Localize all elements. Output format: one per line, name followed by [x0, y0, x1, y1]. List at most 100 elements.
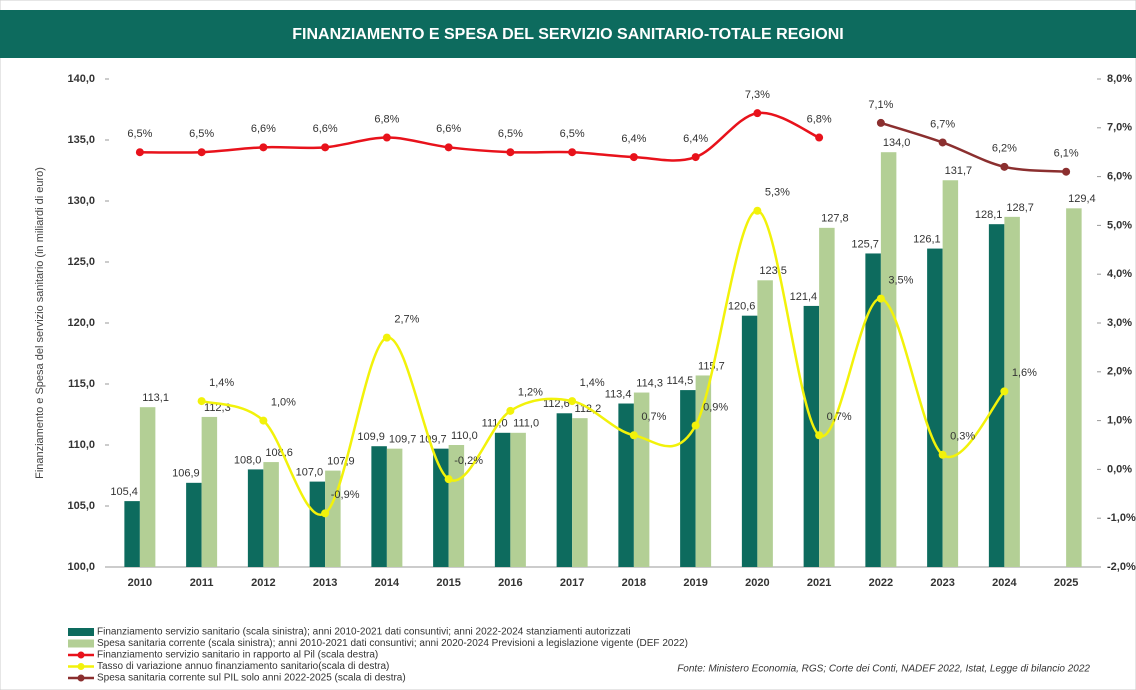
y2-tick-label: 4,0%: [1107, 268, 1132, 280]
line-value-label: 6,1%: [1054, 148, 1079, 160]
header-band: [0, 10, 1136, 58]
bar: [371, 446, 387, 567]
line-value-label: 6,5%: [560, 128, 585, 140]
bar-value-label: 123,5: [759, 265, 787, 277]
bar-value-label: 128,7: [1006, 202, 1034, 214]
bar-value-label: 114,3: [636, 377, 663, 389]
line-value-label: 2,7%: [394, 314, 419, 326]
line-marker: [691, 421, 700, 430]
line-marker: [938, 138, 947, 147]
line-marker: [876, 118, 885, 127]
line-marker: [197, 397, 206, 406]
y-tick-label: 125,0: [67, 256, 95, 268]
bar-value-label: 134,0: [883, 137, 911, 149]
bar-value-label: 106,9: [172, 468, 200, 480]
bar-value-label: 105,4: [110, 486, 138, 498]
y2-tick-label: 8,0%: [1107, 73, 1132, 85]
x-tick-label: 2012: [251, 577, 275, 589]
legend-label: Spesa sanitaria corrente sul PIL solo an…: [97, 673, 406, 684]
line-value-label: 6,5%: [127, 128, 152, 140]
line-marker: [753, 109, 762, 118]
legend-label: Spesa sanitaria corrente (scala sinistra…: [97, 638, 688, 649]
bar-value-label: 111,0: [513, 418, 539, 430]
bar: [386, 448, 403, 567]
bar: [819, 227, 835, 567]
legend-swatch: [68, 628, 94, 636]
line-value-label: 7,3%: [745, 89, 770, 101]
y2-tick-label: 0,0%: [1107, 463, 1132, 475]
bar-value-label: 114,5: [667, 375, 694, 387]
bar-value-label: 129,4: [1068, 193, 1096, 205]
line-marker: [135, 148, 144, 157]
bar-value-label: 109,9: [357, 431, 385, 443]
line-marker: [259, 416, 268, 425]
bar-value-label: 131,7: [945, 165, 973, 177]
line-value-label: 6,5%: [189, 128, 214, 140]
x-tick-label: 2018: [622, 577, 646, 589]
y-tick-label: 120,0: [67, 317, 95, 329]
y2-tick-label: -2,0%: [1107, 561, 1136, 573]
bar: [865, 253, 881, 567]
legend-marker: [77, 651, 85, 659]
line-value-label: -0,9%: [331, 489, 360, 501]
line-value-label: 1,4%: [209, 377, 234, 389]
bar-value-label: 108,0: [234, 454, 262, 466]
bar: [695, 375, 712, 567]
bar: [1004, 216, 1020, 568]
bar-value-label: 107,9: [327, 456, 355, 468]
line-value-label: 6,6%: [251, 123, 276, 135]
bar: [680, 390, 696, 567]
y2-tick-label: -1,0%: [1107, 512, 1136, 524]
line-marker: [382, 333, 391, 342]
bar-value-label: 115,7: [698, 360, 725, 372]
bar-value-label: 113,1: [142, 392, 169, 404]
x-tick-label: 2015: [436, 577, 460, 589]
line-value-label: 6,6%: [436, 123, 461, 135]
line-marker: [568, 148, 577, 157]
x-tick-label: 2011: [190, 577, 214, 589]
bar-value-label: 107,0: [296, 467, 324, 479]
line-marker: [629, 431, 638, 440]
bar-value-label: 113,4: [605, 388, 632, 400]
line-value-label: 0,7%: [641, 411, 666, 423]
line-value-label: 6,4%: [683, 133, 708, 145]
y-tick-label: 140,0: [67, 73, 95, 85]
bar: [139, 407, 156, 567]
bar-value-label: 126,1: [913, 233, 941, 245]
bar: [247, 469, 264, 567]
line-value-label: 6,7%: [930, 118, 955, 130]
y2-tick-label: 7,0%: [1107, 122, 1132, 134]
bar-value-label: 127,8: [821, 213, 849, 225]
bar-value-label: 109,7: [389, 434, 417, 446]
chart-title: FINANZIAMENTO E SPESA DEL SERVIZIO SANIT…: [292, 26, 843, 43]
y2-tick-label: 1,0%: [1107, 415, 1132, 427]
line-marker: [444, 143, 453, 152]
bar-value-label: 120,6: [728, 301, 756, 313]
x-tick-label: 2022: [869, 577, 893, 589]
bar-value-label: 128,1: [975, 209, 1003, 221]
y-tick-label: 115,0: [68, 378, 95, 390]
y2-tick-label: 5,0%: [1107, 219, 1132, 231]
line-value-label: 6,2%: [992, 143, 1017, 155]
line-value-label: -0,2%: [454, 455, 483, 467]
bar: [741, 315, 758, 567]
bar: [1066, 208, 1082, 567]
line-value-label: 1,4%: [580, 377, 605, 389]
line-value-label: 3,5%: [888, 275, 913, 287]
x-tick-label: 2024: [992, 577, 1017, 589]
bar-value-label: 108,6: [265, 447, 293, 459]
source: Fonte: Ministero Economia, RGS; Corte de…: [677, 664, 1090, 675]
line-value-label: 6,4%: [621, 133, 646, 145]
x-tick-label: 2016: [498, 577, 522, 589]
bar-value-label: 125,7: [851, 238, 879, 250]
bar: [510, 432, 526, 567]
y-axis-label: Finanziamento e Spesa del servizio sanit…: [34, 167, 46, 479]
x-tick-label: 2025: [1054, 577, 1078, 589]
x-tick-label: 2013: [313, 577, 337, 589]
legend-swatch: [68, 639, 94, 648]
y-tick-label: 130,0: [67, 195, 95, 207]
x-tick-label: 2021: [807, 577, 831, 589]
line-value-label: 1,0%: [271, 397, 296, 409]
line-marker: [444, 475, 453, 484]
